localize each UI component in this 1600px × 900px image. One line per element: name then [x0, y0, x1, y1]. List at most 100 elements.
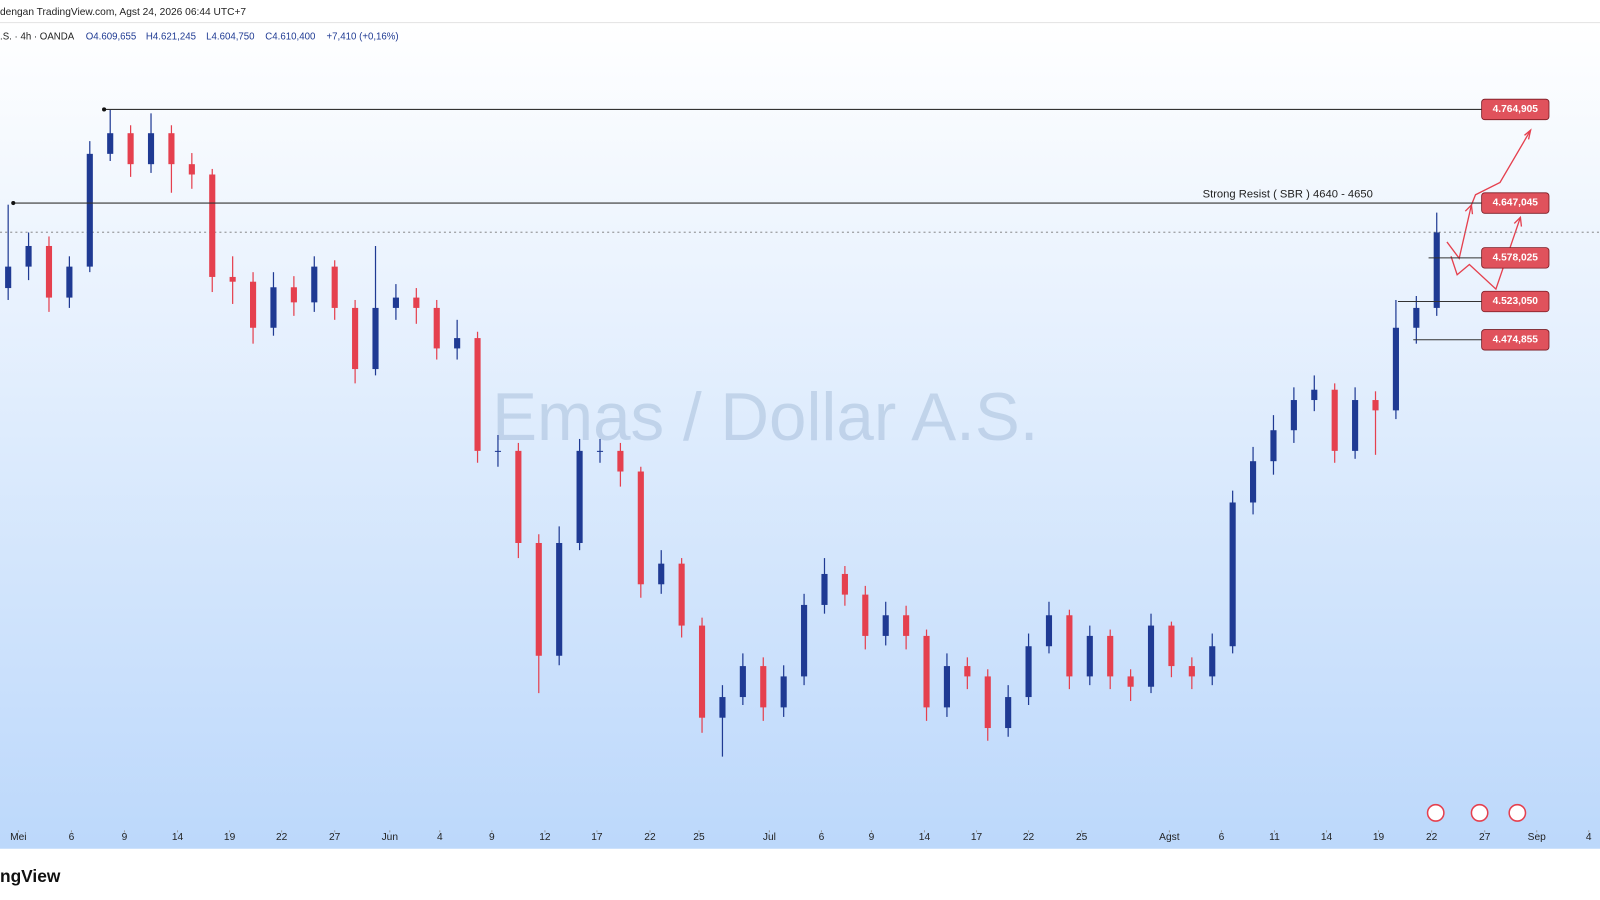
arrow-head [1464, 203, 1474, 215]
candle-body [1392, 327, 1399, 411]
candle-body [535, 542, 542, 656]
candle-body [1209, 646, 1216, 677]
candle-body [821, 573, 828, 605]
candle-body [1168, 625, 1175, 667]
candle-body [964, 666, 971, 677]
candle-body [678, 563, 685, 626]
x-tick-label: 6 [69, 832, 75, 843]
candle-body [637, 471, 644, 585]
candle-body [250, 281, 257, 328]
level-label-box [1481, 192, 1550, 214]
candle-body [229, 276, 236, 282]
footer-logo: ngView [0, 866, 61, 886]
candle-body [86, 153, 93, 267]
candle-body [25, 245, 32, 267]
candle-body [331, 266, 338, 308]
candle-body [1107, 635, 1114, 677]
x-tick-label: 11 [1269, 832, 1280, 843]
x-tick-label: 14 [919, 832, 931, 843]
candle-body [5, 266, 12, 289]
event-icon[interactable] [1508, 803, 1527, 822]
candle-body [107, 133, 114, 154]
candle-body [352, 307, 359, 370]
candle-body [1433, 232, 1440, 308]
ohlc-change: +7,410 (+0,16%) [327, 31, 399, 42]
x-tick-label: 17 [591, 832, 603, 843]
candle-body [1127, 676, 1134, 687]
level-label-box [1481, 247, 1550, 269]
candle-body [862, 594, 869, 636]
candle-body [984, 676, 991, 729]
level-label-box [1481, 290, 1550, 313]
level-label-box [1481, 329, 1550, 351]
arrow-head [1513, 215, 1523, 227]
candle-body [576, 450, 583, 543]
ohlc-open: O4.609,655 [86, 31, 137, 42]
candle-body [698, 625, 706, 718]
candle-body [1352, 400, 1359, 451]
candle-body [596, 450, 604, 452]
x-tick-label: 19 [224, 832, 236, 843]
x-tick-label: 6 [819, 832, 825, 843]
candle-body [1413, 307, 1420, 328]
projection-path [1446, 129, 1532, 260]
candle-body [1250, 461, 1257, 503]
candle-body [801, 604, 808, 677]
candle-body [209, 174, 216, 277]
candle-body [270, 287, 277, 328]
candle-body [433, 307, 440, 349]
candle-body [494, 450, 502, 452]
candle-body [1331, 389, 1338, 451]
candle-body [392, 297, 399, 308]
x-tick-label: 12 [539, 832, 551, 843]
x-tick-label: 27 [329, 832, 341, 843]
x-tick-label: 27 [1479, 832, 1491, 843]
x-tick-label: 22 [1426, 832, 1438, 843]
x-tick-label: 14 [172, 832, 184, 843]
ohlc-high: H4.621,245 [146, 31, 196, 42]
x-axis-band [0, 825, 1600, 849]
annotation: Strong Resist ( SBR ) 4640 - 4650 [1203, 189, 1373, 201]
candle-body [1372, 400, 1379, 411]
x-tick-label: 25 [693, 832, 705, 843]
x-tick-label: Agst [1159, 832, 1180, 843]
x-tick-label: 19 [1373, 832, 1385, 843]
candle-body [1270, 430, 1277, 462]
candle-body [290, 287, 297, 303]
level-label: 4.647,045 [1493, 198, 1539, 209]
candle-body [760, 666, 767, 708]
candle-body [1066, 615, 1073, 677]
event-icon[interactable] [1426, 803, 1445, 822]
candle-body [1290, 400, 1297, 431]
candle-body [1025, 646, 1032, 698]
x-tick-label: 4 [1586, 832, 1592, 843]
candle-body [1147, 625, 1155, 687]
candle-body [719, 697, 726, 718]
candle-body [1229, 502, 1236, 647]
candle-body [780, 676, 787, 708]
candle-body [1188, 666, 1195, 677]
event-icon[interactable] [1470, 803, 1489, 822]
ohlc-low: L4.604,750 [206, 31, 255, 42]
candle-body [188, 164, 195, 175]
candle-body [1311, 389, 1318, 401]
candle-body [739, 666, 746, 698]
x-tick-label: 9 [489, 832, 495, 843]
candle-body [515, 450, 522, 543]
x-tick-label: Jun [382, 832, 399, 843]
level-anchor [102, 107, 107, 112]
level-label: 4.474,855 [1493, 334, 1539, 345]
candle-body [903, 615, 910, 636]
candle-body [1045, 615, 1053, 647]
level-label: 4.578,025 [1493, 253, 1539, 264]
candle-body [923, 635, 930, 708]
watermark: Emas / Dollar A.S. [492, 380, 1038, 455]
x-tick-label: 6 [1219, 832, 1225, 843]
candle-body [943, 666, 950, 708]
x-tick-label: 25 [1076, 832, 1088, 843]
candle-body [127, 133, 134, 165]
x-tick-label: Mei [10, 832, 26, 843]
candle-body [66, 266, 73, 298]
level-label: 4.523,050 [1493, 296, 1539, 307]
